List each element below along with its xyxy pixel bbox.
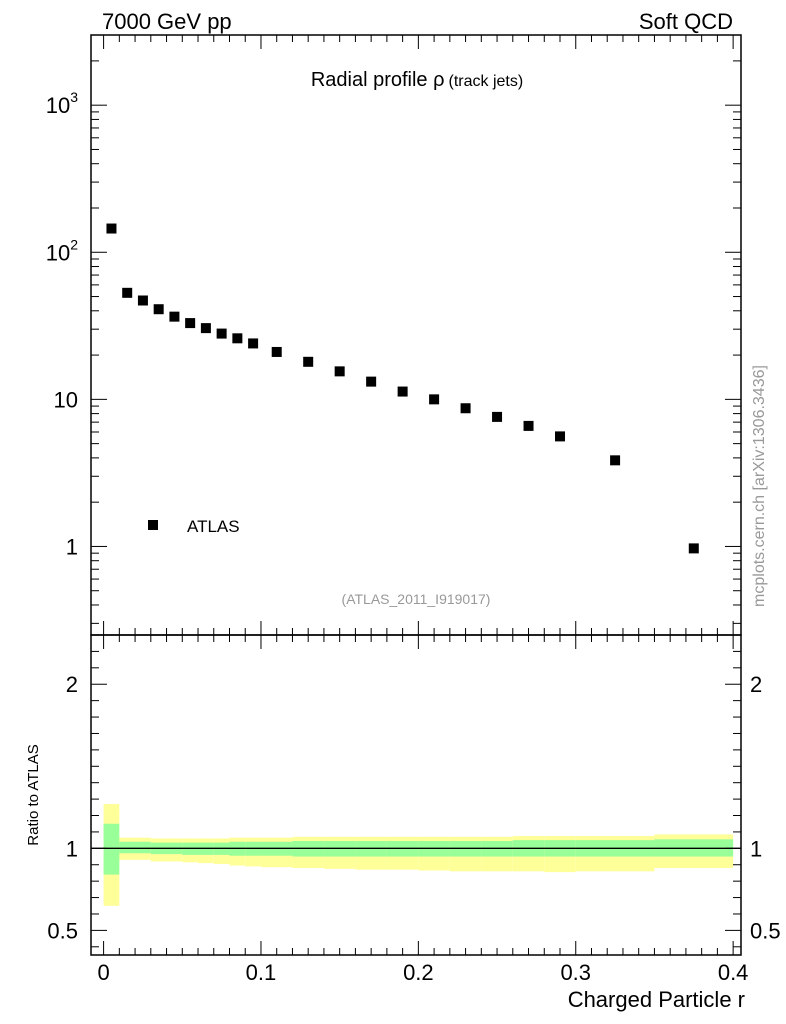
- legend-label: ATLAS: [187, 517, 240, 536]
- x-tick-label: 0.1: [246, 960, 277, 985]
- main-y-tick-labels: 1 10 102 103: [46, 89, 78, 559]
- data-point: [200, 323, 211, 334]
- ratio-y-tick-label-right: 0.5: [750, 918, 781, 943]
- data-point: [334, 366, 345, 377]
- data-point: [153, 304, 164, 315]
- ratio-x-tick-labels: 0 0.1 0.2 0.3 0.4: [97, 960, 748, 985]
- data-point: [460, 403, 471, 414]
- analysis-id: (ATLAS_2011_I919017): [342, 591, 491, 607]
- y-tick-label: 1: [66, 534, 78, 559]
- green-band-bin: [103, 823, 120, 875]
- data-point: [106, 223, 117, 234]
- main-frame: [90, 34, 742, 636]
- header-left: 7000 GeV pp: [102, 9, 232, 34]
- data-point: [366, 376, 377, 387]
- data-point: [248, 338, 259, 349]
- ratio-y-tick-label-right: 2: [750, 672, 762, 697]
- chart-title: Radial profile ρ (track jets): [311, 69, 523, 91]
- x-tick-label: 0.4: [718, 960, 749, 985]
- data-point: [185, 318, 196, 329]
- y-tick-label: 103: [46, 89, 78, 118]
- data-point: [555, 431, 566, 442]
- main-points: [106, 223, 699, 554]
- data-point: [169, 311, 180, 322]
- data-point: [523, 420, 534, 431]
- data-point: [397, 386, 408, 397]
- data-point: [122, 287, 133, 298]
- green-band-bin: [119, 841, 136, 854]
- data-point: [303, 356, 314, 367]
- y-tick-label: 102: [46, 236, 78, 265]
- ratio-panel: 0.5 0.51 12 2 0 0.1 0.2 0.3 0.4 Ratio to ATLAS …: [25, 634, 781, 1012]
- x-tick-label: 0.2: [403, 960, 434, 985]
- ratio-frame: [90, 634, 742, 956]
- main-ticks: [91, 34, 741, 635]
- ratio-y-tick-label-left: 1: [66, 836, 78, 861]
- data-point: [492, 411, 503, 422]
- x-tick-label: 0.3: [560, 960, 591, 985]
- data-point: [232, 333, 243, 344]
- x-axis-label: Charged Particle r: [568, 987, 745, 1012]
- x-tick-label: 0: [97, 960, 109, 985]
- green-band-bin: [135, 841, 151, 854]
- ratio-bands: [103, 804, 734, 906]
- legend-marker: [148, 520, 158, 530]
- data-point: [137, 295, 148, 306]
- ratio-y-tick-label-left: 0.5: [47, 918, 78, 943]
- main-panel: Radial profile ρ (track jets) 1 10 102 103 A…: [46, 34, 742, 636]
- data-point: [610, 455, 621, 466]
- data-point: [271, 346, 282, 357]
- y-tick-label: 10: [54, 387, 78, 412]
- ratio-y-tick-labels: 0.5 0.5 1 1 2 2: [47, 672, 780, 943]
- data-point: [429, 394, 440, 405]
- ratio-y-tick-label-right: 1: [750, 836, 762, 861]
- watermark: mcplots.cern.ch [arXiv:1306.3436]: [751, 365, 768, 607]
- ratio-y-axis-label: Ratio to ATLAS: [25, 744, 42, 845]
- data-point: [688, 543, 699, 554]
- data-point: [216, 328, 227, 339]
- chart-title-main: Radial profile ρ: [311, 69, 445, 91]
- chart-title-sub: (track jets): [449, 73, 524, 90]
- ratio-ticks: [91, 635, 741, 955]
- ratio-y-tick-label-left: 2: [66, 672, 78, 697]
- header-right: Soft QCD: [639, 9, 733, 34]
